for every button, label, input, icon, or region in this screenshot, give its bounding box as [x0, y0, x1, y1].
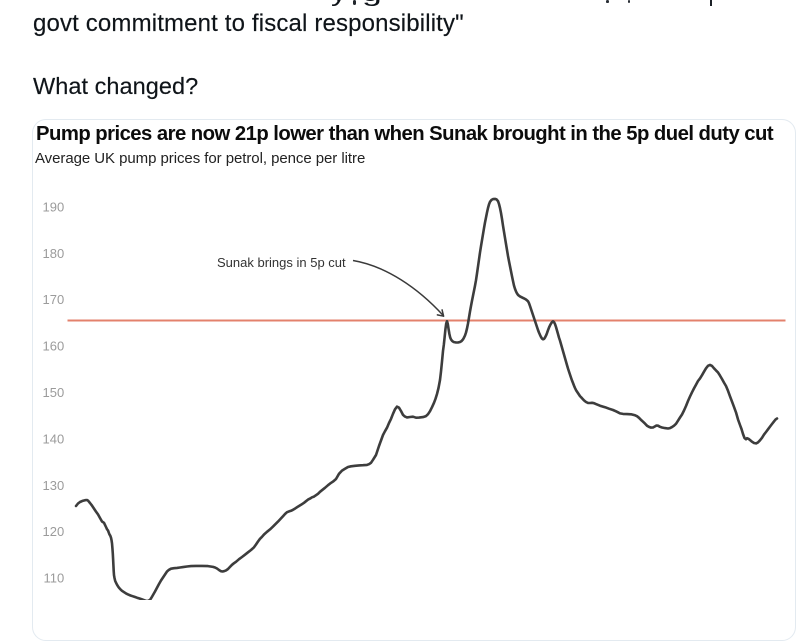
- svg-text:170: 170: [42, 292, 64, 307]
- svg-text:110: 110: [43, 571, 64, 586]
- svg-text:160: 160: [42, 339, 64, 354]
- svg-text:Sunak brings in 5p cut: Sunak brings in 5p cut: [217, 255, 346, 270]
- svg-text:120: 120: [42, 524, 64, 539]
- svg-text:180: 180: [42, 246, 64, 261]
- svg-text:130: 130: [42, 478, 64, 493]
- svg-text:150: 150: [42, 385, 64, 400]
- svg-text:190: 190: [42, 199, 64, 214]
- svg-text:140: 140: [42, 431, 64, 446]
